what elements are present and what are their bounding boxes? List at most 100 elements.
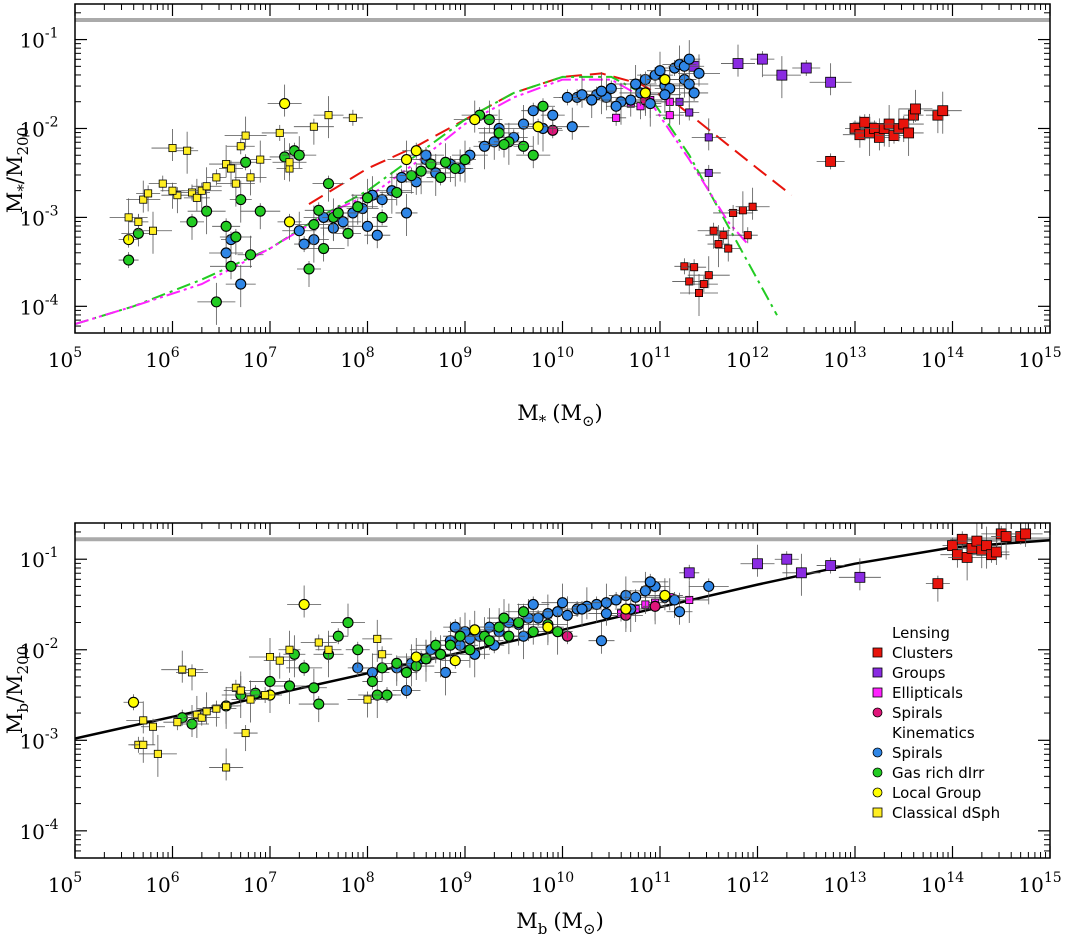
x-tick-label: 108 <box>340 345 374 372</box>
point-gas-rich-dirr <box>443 617 478 650</box>
x-tick-label: 105 <box>48 870 82 897</box>
x-tick-label: 109 <box>438 345 472 372</box>
point-local-group <box>287 585 322 618</box>
point-clusters <box>689 276 718 293</box>
point-spirals <box>555 107 590 140</box>
top-panel: 105 106 107 108 109 1010 1011 1012 1013 1014 1015 1… <box>3 3 1062 430</box>
point-gas-rich-dirr <box>475 632 504 649</box>
point-clusters <box>715 229 742 262</box>
point-gas-rich-dirr <box>513 138 534 155</box>
point-local-group <box>387 140 426 183</box>
point-gas-rich-dirr <box>219 228 252 255</box>
point-spirals <box>588 605 625 622</box>
point-classical-dsph <box>372 646 393 663</box>
point-classical-dsph <box>261 124 298 141</box>
point-spirals <box>395 193 418 236</box>
svg-text:Ellipticals: Ellipticals <box>892 684 963 702</box>
point-groups <box>740 544 775 577</box>
point-spirals <box>616 92 645 109</box>
point-spirals <box>364 216 391 249</box>
y-tick-label: 10-4 <box>19 292 58 319</box>
point-spirals <box>282 211 317 244</box>
point-spirals <box>571 92 612 119</box>
point-gas-rich-dirr <box>282 136 317 169</box>
svg-text:Spirals: Spirals <box>892 744 943 762</box>
svg-text:Spirals: Spirals <box>892 704 943 722</box>
point-gas-rich-dirr <box>426 169 455 186</box>
x-tick-label: 1010 <box>531 870 574 897</box>
point-spirals <box>688 578 729 605</box>
point-gas-rich-dirr <box>402 152 441 195</box>
point-gas-rich-dirr <box>440 637 461 654</box>
point-classical-dsph <box>209 145 244 178</box>
point-local-group <box>453 100 496 133</box>
y-tick-label: 10-4 <box>19 817 58 844</box>
point-local-group <box>531 619 564 646</box>
point-groups <box>721 44 755 77</box>
point-gas-rich-dirr <box>454 140 476 183</box>
legend-item-groups: Groups <box>872 664 946 682</box>
point-gas-rich-dirr <box>197 282 236 325</box>
point-spirals <box>666 592 693 625</box>
point-clusters <box>682 259 707 286</box>
point-clusters <box>925 575 950 602</box>
point-gas-rich-dirr <box>320 204 357 221</box>
point-classical-dsph <box>126 701 161 734</box>
y-axis-title: Mb/M200 <box>3 646 32 734</box>
point-classical-dsph <box>206 169 227 186</box>
point-gas-rich-dirr <box>505 603 542 620</box>
model-curve-2 <box>75 78 749 326</box>
point-clusters <box>687 256 730 289</box>
point-gas-rich-dirr <box>227 154 264 171</box>
x-tick-label: 1013 <box>823 870 866 897</box>
x-tick-label: 1012 <box>726 870 769 897</box>
point-classical-dsph <box>300 634 337 651</box>
point-gas-rich-dirr <box>286 659 323 676</box>
point-gas-rich-dirr <box>312 175 345 202</box>
legend-header-lensing: Lensing <box>892 624 950 642</box>
x-tick-label: 106 <box>145 870 179 897</box>
point-spirals <box>586 72 617 115</box>
point-gas-rich-dirr <box>487 599 521 632</box>
point-classical-dsph <box>231 680 270 723</box>
legend-item-classical-dsph: Classical dSph <box>872 804 1000 822</box>
x-tick-label: 1015 <box>1018 870 1061 897</box>
legend-header-kinematics: Kinematics <box>892 724 975 742</box>
y-tick-label: 10-1 <box>19 545 58 572</box>
point-classical-dsph <box>249 140 272 183</box>
point-clusters <box>923 91 962 134</box>
point-groups <box>691 118 726 151</box>
point-classical-dsph <box>160 182 185 209</box>
point-classical-dsph <box>211 686 242 729</box>
point-classical-dsph <box>293 118 334 145</box>
point-clusters <box>893 113 924 156</box>
x-tick-label: 1014 <box>921 870 964 897</box>
point-gas-rich-dirr <box>362 673 383 690</box>
x-axis-title: M* (M⊙) <box>517 401 603 430</box>
point-classical-dsph <box>136 185 161 212</box>
point-classical-dsph <box>219 160 243 187</box>
point-spirals <box>553 89 582 106</box>
point-clusters <box>898 89 933 122</box>
point-spirals <box>606 591 627 608</box>
point-clusters <box>1008 523 1043 547</box>
point-groups <box>679 564 700 581</box>
point-gas-rich-dirr <box>492 628 525 655</box>
legend-item-clusters: Clusters <box>872 644 953 662</box>
x-tick-label: 1012 <box>726 345 769 372</box>
point-classical-dsph <box>181 182 222 209</box>
point-spirals <box>606 98 627 115</box>
point-gas-rich-dirr <box>328 628 349 645</box>
point-gas-rich-dirr <box>294 205 333 248</box>
point-local-group <box>614 590 637 633</box>
point-classical-dsph <box>315 630 342 663</box>
point-local-group <box>441 652 470 669</box>
point-gas-rich-dirr <box>240 203 281 230</box>
point-local-group <box>453 610 496 643</box>
point-local-group <box>646 587 683 604</box>
point-spirals <box>473 127 496 170</box>
point-groups <box>816 557 845 574</box>
point-classical-dsph <box>224 116 267 149</box>
point-classical-dsph <box>263 652 296 679</box>
point-local-group <box>402 142 431 159</box>
